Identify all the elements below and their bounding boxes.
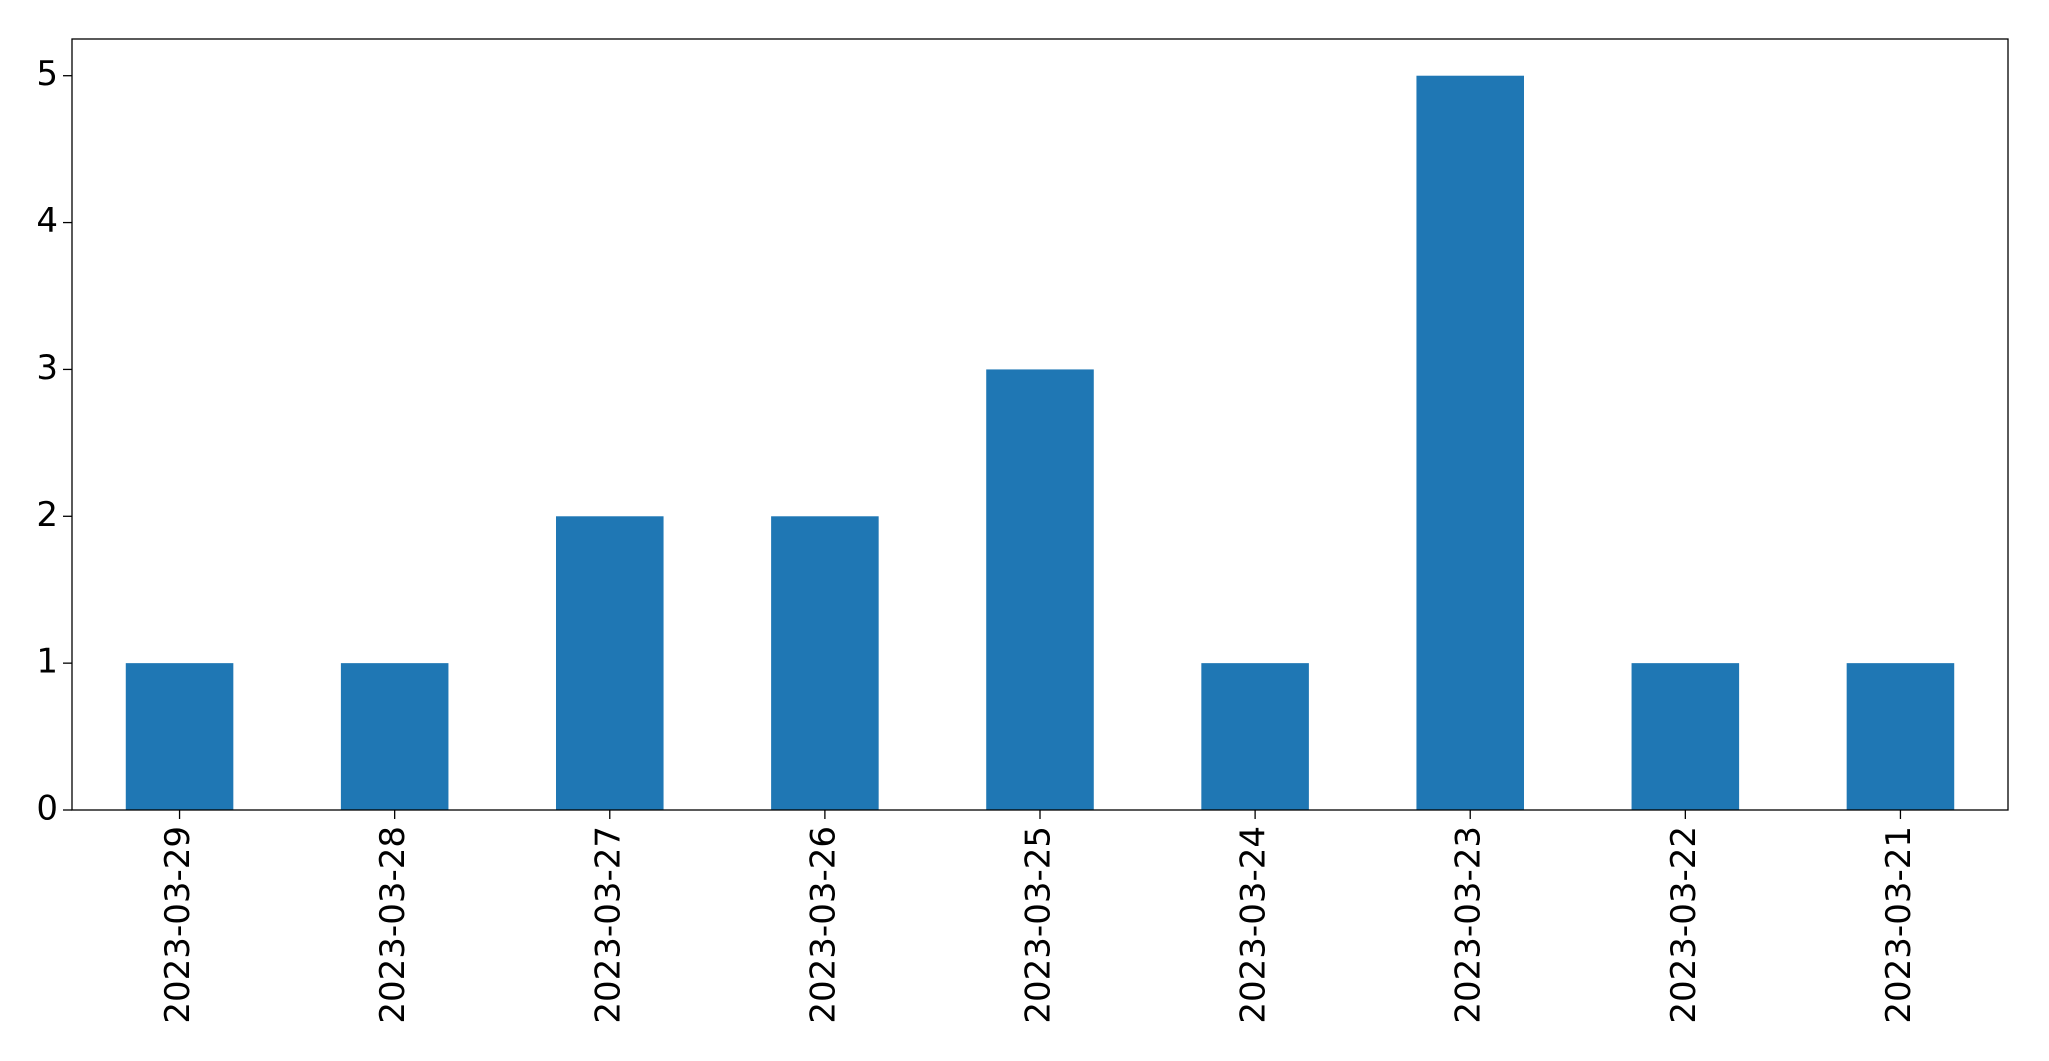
y-tick-label: 3 [36, 348, 58, 388]
bar [125, 663, 234, 810]
y-tick-label: 5 [36, 54, 58, 94]
plot-frame [71, 38, 2009, 811]
y-tick-label: 0 [36, 789, 58, 829]
bar [1846, 663, 1955, 810]
x-tick-label: 2023-03-29 [158, 826, 198, 1024]
x-tick-label: 2023-03-26 [803, 826, 843, 1024]
bar [1631, 663, 1740, 810]
bar [1416, 75, 1524, 810]
y-tick-label: 4 [36, 201, 58, 241]
x-tick-label: 2023-03-21 [1879, 826, 1919, 1024]
bar [340, 663, 449, 810]
y-tick-label: 2 [36, 495, 58, 535]
x-tick-label: 2023-03-24 [1234, 826, 1274, 1024]
x-tick-label: 2023-03-23 [1449, 826, 1489, 1024]
x-tick-label: 2023-03-28 [373, 826, 413, 1024]
x-tick-label: 2023-03-25 [1019, 826, 1059, 1024]
x-tick-label: 2023-03-22 [1664, 826, 1704, 1024]
bar [771, 516, 879, 810]
bar [986, 369, 1094, 810]
x-tick-label: 2023-03-27 [588, 826, 628, 1024]
bar [556, 516, 664, 810]
bar [1201, 663, 1309, 810]
y-tick-label: 1 [36, 642, 58, 682]
